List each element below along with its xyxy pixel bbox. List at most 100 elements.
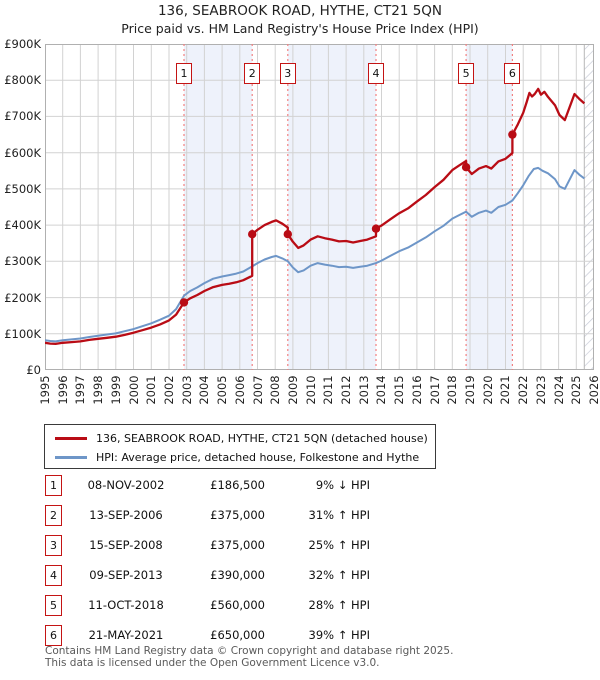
sale-marker-badge: 5 bbox=[458, 63, 475, 84]
footer-line-2: This data is licensed under the Open Gov… bbox=[45, 657, 380, 669]
legend-row-hpi: HPI: Average price, detached house, Folk… bbox=[45, 447, 435, 467]
sale-marker-badge: 6 bbox=[504, 63, 521, 84]
y-tick-label: £900K bbox=[4, 37, 41, 51]
sale-price: £560,000 bbox=[210, 598, 265, 612]
x-tick-label: 1996 bbox=[55, 375, 70, 405]
sale-point-markers bbox=[179, 130, 517, 307]
sale-number-badge: 4 bbox=[45, 565, 62, 586]
x-tick-label: 2009 bbox=[285, 375, 300, 405]
y-tick-label: £500K bbox=[4, 181, 41, 196]
sale-number-badge: 5 bbox=[45, 595, 62, 616]
legend-row-property: 136, SEABROOK ROAD, HYTHE, CT21 5QN (det… bbox=[45, 428, 435, 448]
y-tick-label: £100K bbox=[4, 326, 41, 341]
sale-marker-badge: 4 bbox=[367, 63, 384, 84]
x-tick-label: 2000 bbox=[126, 375, 141, 405]
sale-delta: 28% ↑ HPI bbox=[308, 598, 370, 612]
sale-marker-badge: 3 bbox=[279, 63, 296, 84]
sale-delta: 31% ↑ HPI bbox=[308, 508, 370, 522]
y-tick-label: £0 bbox=[26, 363, 41, 377]
sale-price: £650,000 bbox=[210, 628, 265, 642]
x-tick-label: 2025 bbox=[569, 375, 584, 405]
x-tick-label: 1999 bbox=[108, 375, 123, 405]
hpi-line-swatch-icon bbox=[55, 455, 87, 459]
y-tick-label: £700K bbox=[4, 109, 41, 124]
hpi-series-line bbox=[45, 166, 585, 343]
ownership-bands bbox=[184, 44, 513, 370]
x-tick-label: 2024 bbox=[551, 375, 566, 405]
x-tick-label: 2003 bbox=[179, 375, 194, 405]
x-tick-label: 2023 bbox=[533, 375, 548, 405]
legend: 136, SEABROOK ROAD, HYTHE, CT21 5QN (det… bbox=[44, 424, 436, 469]
table-row: 6 21-MAY-2021 £650,000 39% ↑ HPI bbox=[0, 625, 600, 646]
x-tick-label: 2019 bbox=[463, 375, 478, 405]
legend-label-property: 136, SEABROOK ROAD, HYTHE, CT21 5QN (det… bbox=[96, 431, 428, 445]
sale-delta: 25% ↑ HPI bbox=[308, 538, 370, 552]
sale-date: 09-SEP-2013 bbox=[89, 568, 163, 582]
table-row: 1 08-NOV-2002 £186,500 9% ↓ HPI bbox=[0, 475, 600, 496]
x-tick-label: 1997 bbox=[73, 375, 88, 405]
x-tick-label: 2013 bbox=[356, 375, 371, 405]
x-tick-label: 2012 bbox=[339, 375, 354, 405]
sale-marker-badge: 1 bbox=[176, 63, 193, 84]
x-tick-label: 2007 bbox=[250, 375, 265, 405]
chart-title: 136, SEABROOK ROAD, HYTHE, CT21 5QN bbox=[157, 3, 443, 19]
x-tick-label: 2010 bbox=[303, 375, 318, 405]
property-series-line bbox=[45, 87, 586, 346]
price-chart bbox=[45, 44, 594, 370]
x-tick-label: 2015 bbox=[392, 375, 407, 405]
sale-number-badge: 6 bbox=[45, 625, 62, 646]
plot-border bbox=[45, 44, 594, 370]
sale-price: £375,000 bbox=[210, 538, 265, 552]
sale-delta: 9% ↓ HPI bbox=[315, 478, 370, 492]
chart-subtitle: Price paid vs. HM Land Registry's House … bbox=[121, 21, 479, 36]
property-line-swatch-icon bbox=[55, 436, 87, 440]
x-tick-label: 2011 bbox=[321, 375, 336, 405]
x-tick-label: 2016 bbox=[409, 375, 424, 405]
future-hatch bbox=[583, 44, 594, 370]
gridlines bbox=[45, 44, 594, 370]
sale-delta: 32% ↑ HPI bbox=[308, 568, 370, 582]
sale-date: 21-MAY-2021 bbox=[88, 628, 164, 642]
x-tick-label: 2026 bbox=[587, 375, 600, 405]
x-tick-label: 1998 bbox=[91, 375, 106, 405]
sale-number-badge: 3 bbox=[45, 535, 62, 556]
x-tick-label: 2018 bbox=[445, 375, 460, 405]
table-row: 2 13-SEP-2006 £375,000 31% ↑ HPI bbox=[0, 505, 600, 526]
sale-number-badge: 2 bbox=[45, 505, 62, 526]
x-tick-label: 2005 bbox=[215, 375, 230, 405]
x-tick-label: 2022 bbox=[516, 375, 531, 405]
table-row: 4 09-SEP-2013 £390,000 32% ↑ HPI bbox=[0, 565, 600, 586]
x-tick-label: 2014 bbox=[374, 375, 389, 405]
x-tick-label: 2020 bbox=[480, 375, 495, 405]
x-tick-label: 2021 bbox=[498, 375, 513, 405]
sale-date-lines bbox=[183, 44, 513, 370]
sale-date: 15-SEP-2008 bbox=[89, 538, 163, 552]
y-tick-label: £200K bbox=[4, 290, 41, 305]
sale-price: £390,000 bbox=[210, 568, 265, 582]
footer-line-1: Contains HM Land Registry data © Crown c… bbox=[45, 645, 454, 657]
x-tick-label: 2008 bbox=[268, 375, 283, 405]
x-tick-label: 2006 bbox=[232, 375, 247, 405]
x-tick-label: 2004 bbox=[197, 375, 212, 405]
table-row: 5 11-OCT-2018 £560,000 28% ↑ HPI bbox=[0, 595, 600, 616]
table-row: 3 15-SEP-2008 £375,000 25% ↑ HPI bbox=[0, 535, 600, 556]
sale-price: £186,500 bbox=[210, 478, 265, 492]
sale-date: 11-OCT-2018 bbox=[88, 598, 164, 612]
y-tick-label: £600K bbox=[4, 145, 41, 160]
sale-marker-badge: 2 bbox=[244, 63, 261, 84]
x-tick-label: 1995 bbox=[38, 375, 52, 405]
sale-delta: 39% ↑ HPI bbox=[308, 628, 370, 642]
sale-price: £375,000 bbox=[210, 508, 265, 522]
sale-date: 08-NOV-2002 bbox=[87, 478, 165, 492]
plot-area bbox=[45, 44, 594, 370]
y-tick-label: £300K bbox=[4, 254, 41, 269]
legend-label-hpi: HPI: Average price, detached house, Folk… bbox=[96, 450, 420, 464]
sale-number-badge: 1 bbox=[45, 475, 62, 496]
x-tick-label: 2002 bbox=[161, 375, 176, 405]
x-tick-label: 2001 bbox=[144, 375, 159, 405]
sale-date: 13-SEP-2006 bbox=[89, 508, 163, 522]
y-tick-label: £800K bbox=[4, 73, 41, 88]
x-tick-label: 2017 bbox=[427, 375, 442, 405]
y-tick-label: £400K bbox=[4, 218, 41, 233]
